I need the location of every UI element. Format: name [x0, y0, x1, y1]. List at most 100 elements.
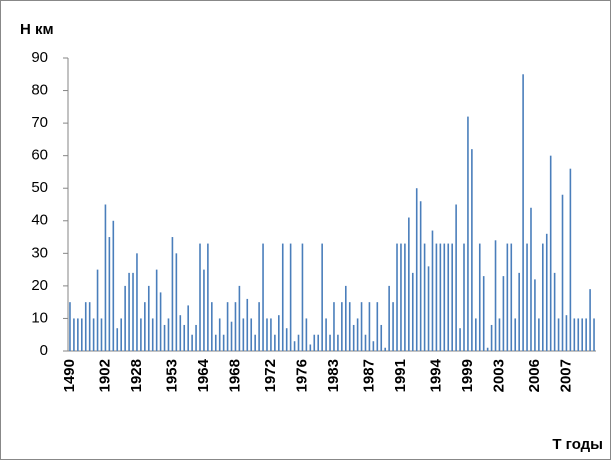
- x-tick-label: 1964: [195, 358, 212, 392]
- x-tick-label: 1999: [459, 359, 476, 392]
- bar: [325, 318, 327, 351]
- bar: [250, 318, 253, 351]
- bar: [207, 243, 209, 351]
- bar: [348, 302, 351, 351]
- bar: [159, 292, 162, 351]
- bar: [455, 204, 457, 351]
- y-tick-label: 20: [31, 277, 48, 294]
- bar: [124, 285, 126, 351]
- bar: [356, 318, 359, 351]
- bar: [388, 285, 390, 351]
- bar: [301, 243, 304, 351]
- x-axis-title: Т годы: [552, 436, 603, 453]
- bar: [258, 302, 260, 351]
- x-tick-label: 1994: [427, 358, 444, 392]
- bar: [577, 318, 580, 351]
- bar: [475, 318, 477, 351]
- y-tick-label: 10: [31, 309, 48, 326]
- bar: [585, 318, 587, 351]
- bar: [538, 318, 540, 351]
- bar: [218, 318, 221, 351]
- bar: [100, 318, 103, 351]
- bar: [352, 324, 355, 351]
- bar: [463, 243, 465, 351]
- bar: [478, 243, 481, 351]
- bar: [254, 334, 256, 351]
- bar: [187, 305, 189, 351]
- bar: [494, 240, 497, 351]
- x-tick-label: 1987: [360, 359, 377, 392]
- x-tick-label: 1953: [163, 359, 180, 392]
- bar: [522, 74, 524, 352]
- bar: [545, 233, 548, 351]
- bar: [77, 318, 79, 351]
- bar: [238, 285, 241, 351]
- bar: [415, 188, 418, 351]
- bar: [96, 269, 99, 351]
- bar: [88, 302, 91, 351]
- bar: [179, 315, 182, 351]
- y-tick-label: 90: [31, 49, 48, 66]
- bar: [510, 243, 513, 351]
- bar: [569, 168, 572, 351]
- bar: [305, 318, 308, 351]
- bar: [411, 272, 414, 351]
- y-tick-label: 30: [31, 244, 48, 261]
- bar: [69, 302, 71, 351]
- bar: [408, 217, 410, 351]
- bar: [396, 243, 398, 351]
- bar: [309, 344, 312, 351]
- bar: [104, 204, 107, 351]
- bar: [278, 315, 280, 351]
- bar: [163, 324, 166, 351]
- bar: [392, 302, 394, 351]
- x-tick-label: 2007: [557, 359, 574, 392]
- bar: [447, 243, 450, 351]
- bar: [427, 266, 430, 351]
- bar: [285, 328, 288, 351]
- bar: [593, 318, 595, 351]
- bar: [175, 253, 178, 351]
- bar: [372, 341, 375, 351]
- bar: [222, 334, 225, 351]
- bar: [234, 302, 237, 351]
- bar: [360, 302, 363, 351]
- bar: [151, 318, 154, 351]
- bar: [136, 253, 138, 351]
- x-tick-label: 1902: [96, 359, 113, 392]
- y-tick-label: 50: [31, 179, 48, 196]
- bar: [384, 347, 386, 351]
- bar: [380, 324, 383, 351]
- bar: [274, 334, 276, 351]
- bar: [534, 279, 536, 351]
- bar: [203, 269, 205, 351]
- x-tick-label: 2003: [490, 359, 507, 392]
- bar: [270, 318, 272, 351]
- bar: [419, 201, 422, 351]
- y-tick-label: 40: [31, 212, 48, 229]
- bar: [561, 194, 564, 351]
- x-tick-label: 1976: [293, 359, 310, 392]
- bar: [183, 324, 186, 351]
- y-tick-label: 80: [31, 82, 48, 99]
- bar: [549, 155, 552, 351]
- bar: [502, 276, 505, 351]
- bar: [542, 243, 544, 351]
- bar: [565, 315, 568, 351]
- x-tick-label: 2006: [526, 359, 543, 392]
- bar: [84, 302, 87, 351]
- bar: [589, 289, 591, 351]
- bar: [262, 243, 264, 351]
- bar: [553, 272, 556, 351]
- bar: [195, 324, 197, 351]
- x-tick-label: 1968: [226, 359, 243, 392]
- bar: [297, 334, 300, 351]
- bar: [92, 318, 95, 351]
- bar: [230, 321, 233, 351]
- bar: [171, 237, 174, 351]
- bar: [120, 318, 122, 351]
- bar: [439, 243, 442, 351]
- x-tick-label: 1991: [392, 359, 409, 392]
